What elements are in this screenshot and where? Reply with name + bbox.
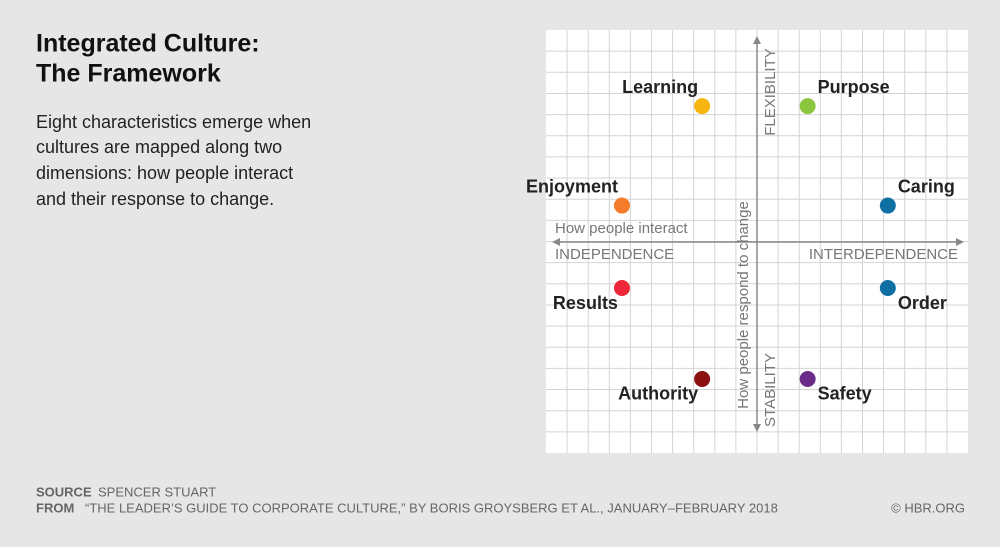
points: Learning Purpose Enjoyment Caring Results Ord… (526, 77, 955, 404)
point (879, 197, 896, 214)
x-right-label: INTERDEPENDENCE (809, 246, 958, 263)
axes (552, 36, 964, 432)
subtitle: cultures are mapped along two (36, 137, 282, 157)
point (879, 280, 896, 297)
credit: © HBR.ORG (891, 500, 965, 515)
y-bottom-label: STABILITY (762, 353, 779, 427)
point (694, 98, 711, 115)
point (799, 98, 816, 115)
point-label: Safety (818, 384, 872, 404)
subtitle: dimensions: how people interact (36, 163, 293, 183)
subtitle: and their response to change. (36, 189, 274, 209)
point-label: Enjoyment (526, 176, 618, 196)
x-left-label: INDEPENDENCE (555, 246, 674, 263)
title: The Framework (36, 60, 221, 88)
point (694, 370, 711, 387)
point-label: Learning (622, 77, 698, 97)
point-label: Purpose (818, 77, 890, 97)
from-label: FROM (36, 500, 74, 515)
point (799, 370, 816, 387)
point (613, 197, 630, 214)
title: Integrated Culture: (36, 30, 260, 58)
y-top-label: FLEXIBILITY (762, 48, 779, 136)
y-axis-label: How people respond to change (735, 201, 752, 409)
source-label: SOURCE (36, 484, 92, 499)
point-label: Caring (898, 176, 955, 196)
subtitle: Eight characteristics emerge when (36, 112, 311, 132)
point-label: Results (553, 293, 618, 313)
point-label: Authority (618, 384, 698, 404)
point (613, 280, 630, 297)
point-label: Order (898, 293, 947, 313)
source: SPENCER STUART (98, 484, 216, 499)
from: “THE LEADER’S GUIDE TO CORPORATE CULTURE… (85, 500, 778, 515)
x-axis-label: How people interact (555, 220, 688, 237)
